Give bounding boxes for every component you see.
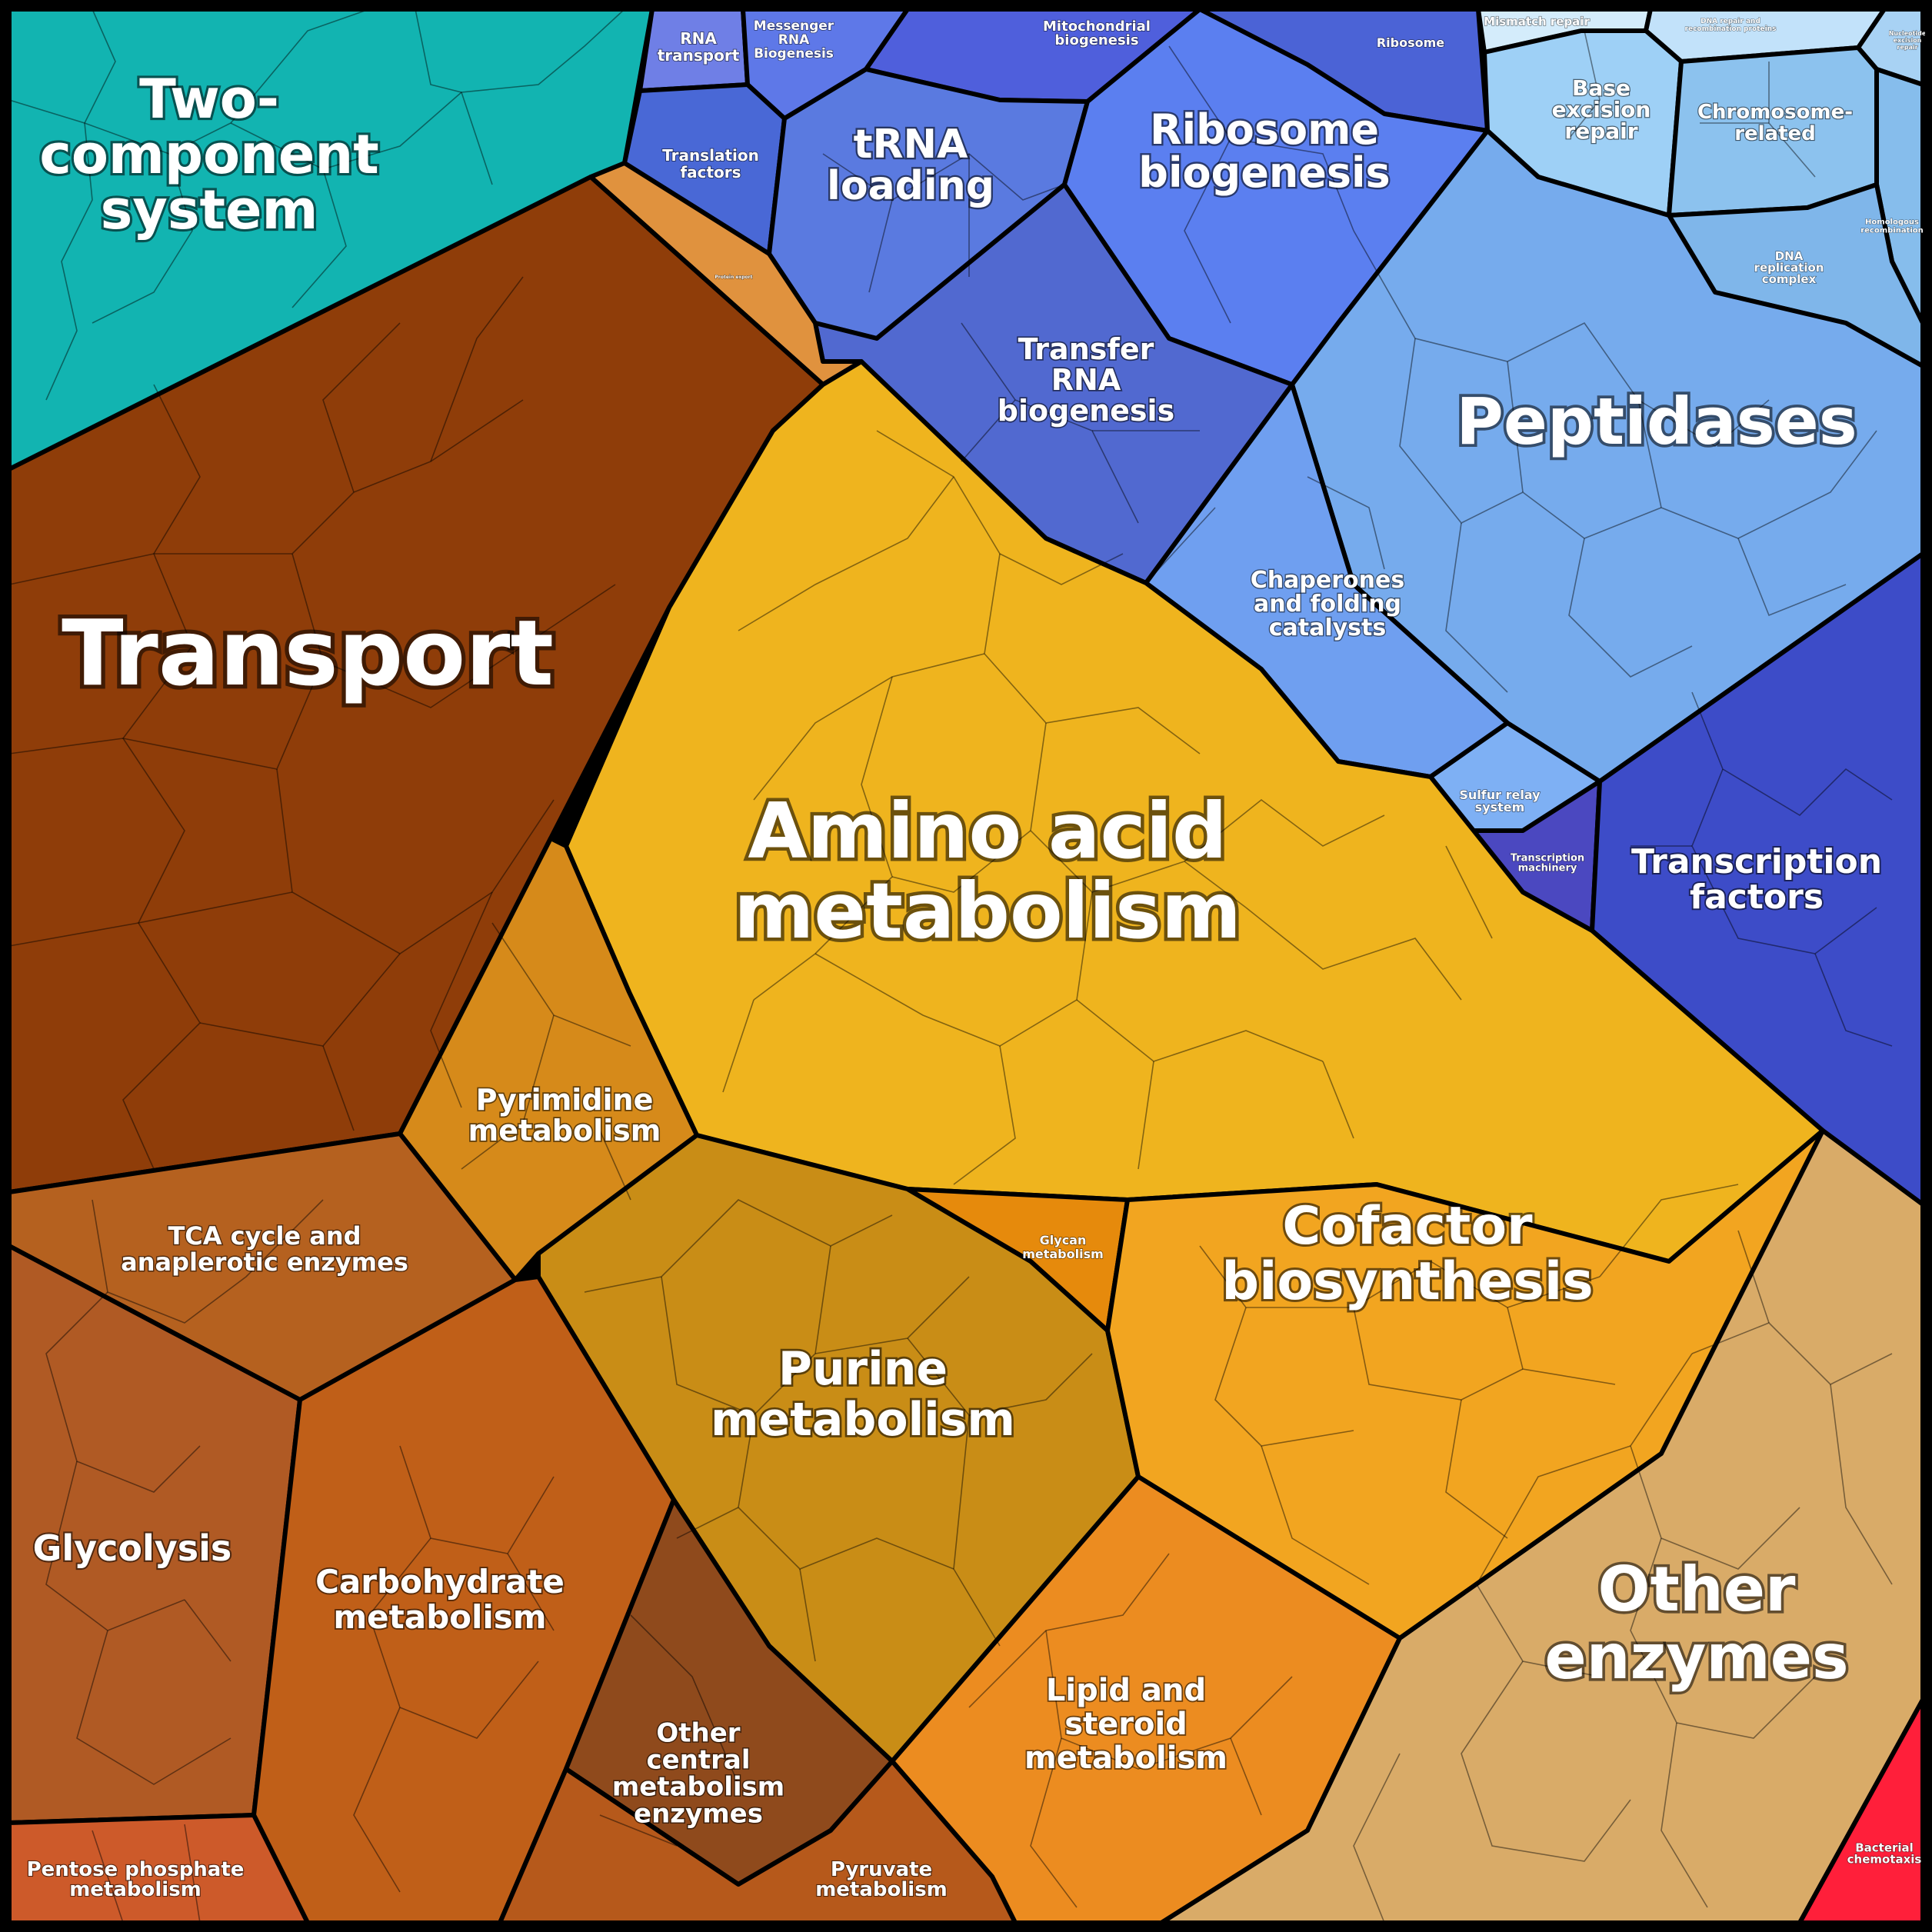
label-glycolysis: Glycolysis [33, 1527, 232, 1569]
region-pyruvate-metabolism[interactable] [498, 1759, 1018, 1925]
region-other-enzymes[interactable] [1159, 1128, 1925, 1925]
label-nucleotide-excision-repair: Nucleotide excision repair [1889, 30, 1927, 51]
label-glycan-metabolism: Glycan metabolism [1022, 1233, 1104, 1261]
label-chaperones: Chaperones and folding catalysts [1251, 567, 1404, 641]
label-other-enzymes: Other enzymes [1544, 1554, 1848, 1693]
label-sulfur-relay-system: Sulfur relay system [1459, 788, 1541, 814]
label-dna-replication-complex: DNA replication complex [1754, 249, 1824, 286]
label-transcription-factors: Transcription factors [1631, 842, 1882, 917]
label-mismatch-repair: Mismatch repair [1484, 15, 1590, 28]
label-ribosome: Ribosome [1377, 35, 1444, 50]
label-amino-acid-metabolism: Amino acid metabolism [734, 786, 1241, 956]
region-bacterial-chemotaxis[interactable] [1797, 1697, 1925, 1925]
region-pyrimidine-metabolism[interactable] [398, 836, 699, 1282]
label-dna-repair-recombination: DNA repair and recombination proteins [1685, 18, 1777, 33]
label-cofactor-biosynthesis: Cofactor biosynthesis [1221, 1196, 1593, 1312]
label-transcription-machinery: Transcription machinery [1511, 852, 1584, 874]
region-pentose-phosphate[interactable] [7, 1813, 310, 1925]
label-lipid-steroid-metabolism: Lipid and steroid metabolism [1024, 1673, 1227, 1776]
voronoi-cell-lines [8, 8, 1893, 1924]
label-homologous-recombination: Homologous recombination [1860, 218, 1924, 235]
label-peptidases: Peptidases [1456, 384, 1857, 459]
label-transport: Transport [62, 600, 554, 706]
label-bacterial-chemotaxis: Bacterial chemotaxis [1847, 1840, 1922, 1866]
label-mitochondrial-biogenesis: Mitochondrial biogenesis [1043, 18, 1151, 48]
label-tca-cycle: TCA cycle and anaplerotic enzymes [121, 1221, 408, 1277]
label-pyrimidine-metabolism: Pyrimidine metabolism [468, 1083, 661, 1148]
label-carbohydrate-metabolism: Carbohydrate metabolism [315, 1563, 565, 1636]
label-protein-export: Protein export [715, 275, 752, 280]
label-translation-factors: Translation factors [662, 146, 759, 182]
label-pentose-phosphate: Pentose phosphate metabolism [27, 1858, 245, 1901]
label-base-excision-repair: Base excision repair [1552, 75, 1651, 144]
label-rna-transport: RNA transport [658, 29, 740, 65]
label-purine-metabolism: Purine metabolism [711, 1342, 1015, 1447]
label-two-component-system: Two-component system [39, 68, 378, 242]
label-messenger-rna-biogenesis: Messenger RNA Biogenesis [754, 18, 834, 62]
label-ribosome-biogenesis: Ribosome biogenesis [1138, 105, 1390, 197]
label-pyruvate-metabolism: Pyruvate metabolism [815, 1858, 948, 1901]
label-trna-loading: tRNA loading [827, 122, 994, 209]
label-transfer-rna-biogenesis: Transfer RNA biogenesis [998, 332, 1174, 428]
label-chromosome-related: Chromosome-related [1697, 101, 1853, 145]
label-other-central-metabolism: Other central metabolism enzymes [612, 1717, 784, 1829]
